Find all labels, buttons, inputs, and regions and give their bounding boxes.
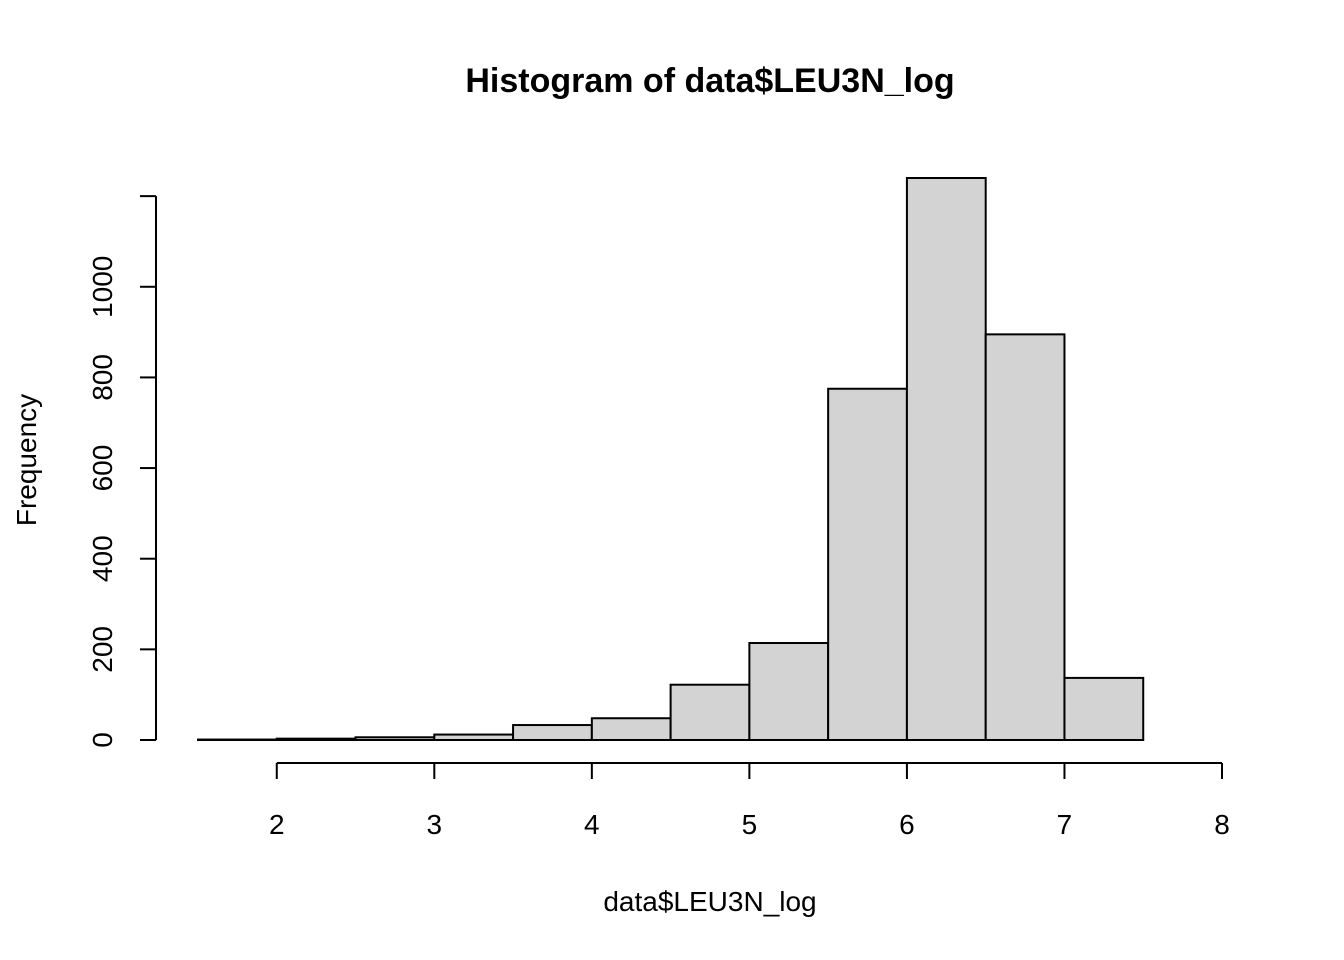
histogram-bar-8	[827, 387, 908, 741]
histogram-bar-6	[669, 683, 751, 742]
x-tick-label-3: 5	[742, 809, 758, 840]
histogram-bar-2	[354, 736, 436, 741]
histogram-bar-10	[984, 333, 1066, 741]
histogram-bar-7	[748, 642, 830, 742]
y-axis: 0 200 400 600 800 1000	[87, 195, 157, 748]
x-tick-label-5: 7	[1057, 809, 1073, 840]
y-tick-label-5: 1000	[87, 256, 118, 318]
x-axis: 2 3 4 5 6 7 8	[269, 762, 1230, 840]
histogram-bar-5	[590, 717, 672, 742]
histogram-bar-4	[512, 724, 593, 741]
histogram-bar-3	[433, 733, 515, 741]
histogram-bars	[197, 177, 1145, 742]
y-tick-label-1: 200	[87, 626, 118, 673]
x-tick-label-4: 6	[899, 809, 915, 840]
x-tick-label-1: 3	[427, 809, 443, 840]
x-tick-label-6: 8	[1214, 809, 1230, 840]
y-axis-label: Frequency	[11, 394, 42, 526]
x-axis-label: data$LEU3N_log	[603, 886, 816, 917]
x-tick-label-2: 4	[584, 809, 600, 840]
y-tick-label-0: 0	[87, 732, 118, 748]
chart-title: Histogram of data$LEU3N_log	[465, 62, 954, 100]
x-tick-label-0: 2	[269, 809, 285, 840]
y-tick-label-4: 800	[87, 354, 118, 401]
y-tick-label-2: 400	[87, 535, 118, 582]
histogram-bar-11	[1063, 676, 1145, 742]
histogram-bar-9	[905, 177, 987, 741]
histogram-bar-1	[275, 737, 357, 741]
y-tick-label-3: 600	[87, 445, 118, 492]
